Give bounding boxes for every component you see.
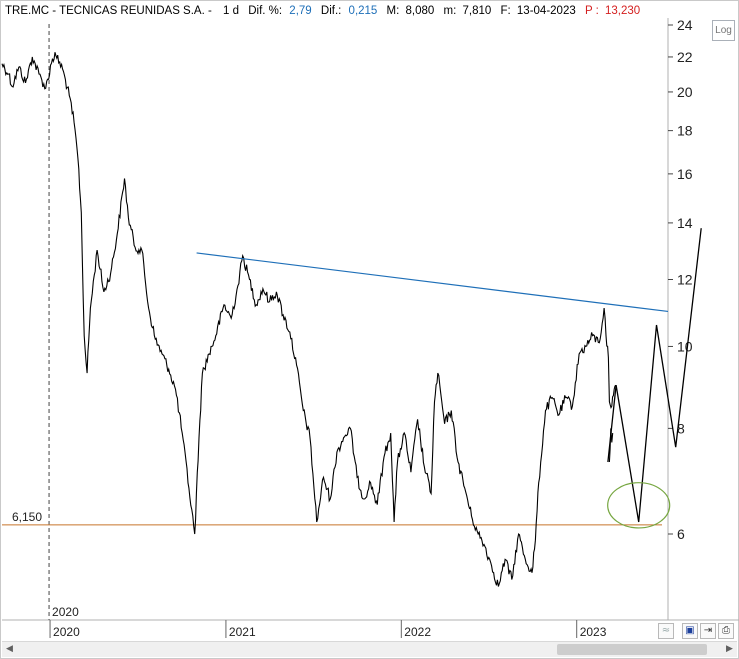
y-tick-label: 14 [677, 215, 693, 231]
x-tick-label: 2023 [580, 625, 607, 639]
header-price-label: P : [585, 5, 599, 17]
header-period: 1 d [223, 5, 239, 17]
support-level-label: 6,150 [12, 510, 42, 524]
y-tick-label: 8 [677, 420, 685, 436]
scroll-left-arrow-icon[interactable]: ◀ [6, 644, 13, 654]
header-max-label: M: [387, 5, 400, 17]
chart-type-icon[interactable]: ≈ [658, 623, 674, 639]
header-dif-label: Dif.: [321, 5, 341, 17]
x-tick-label: 2022 [404, 625, 431, 639]
chart-header: TRE.MC - TECNICAS REUNIDAS S.A. - 1 d Di… [5, 5, 640, 17]
export-icon[interactable]: ⇥ [700, 623, 716, 639]
scroll-right-arrow-icon[interactable]: ▶ [726, 644, 733, 654]
y-tick-label: 24 [677, 17, 693, 33]
resistance-trendline [196, 252, 669, 313]
price-series-group [1, 52, 617, 587]
y-tick-label: 10 [677, 338, 693, 354]
y-tick-label: 22 [677, 49, 693, 65]
header-date-label: F: [500, 5, 510, 17]
x-tick-label: 2020 [53, 625, 80, 639]
y-tick-label: 16 [677, 166, 693, 182]
y-tick-label: 18 [677, 123, 693, 139]
print-icon[interactable]: ⎙ [718, 623, 734, 639]
header-max-value: 8,080 [406, 5, 435, 17]
header-ticker: TRE.MC - TECNICAS REUNIDAS S.A. - [5, 5, 212, 17]
horizontal-scrollbar[interactable]: ◀ ▶ [2, 641, 737, 657]
header-min-value: 7,810 [462, 5, 491, 17]
y-tick-label: 12 [677, 272, 693, 288]
header-dif-pct-value: 2,79 [289, 5, 311, 17]
header-min-label: m: [444, 5, 457, 17]
y-tick-label: 6 [677, 526, 685, 542]
log-scale-toggle[interactable]: Log [712, 20, 735, 41]
header-dif-pct-label: Dif. %: [248, 5, 282, 17]
y-axis: 6 8 10 12 14 16 18 20 22 24 [668, 17, 693, 542]
scrollbar-thumb[interactable] [557, 644, 707, 655]
save-icon[interactable]: ▣ [682, 623, 698, 639]
header-price-value: 13,230 [605, 5, 640, 17]
target-zone-ellipse [607, 482, 671, 529]
x-axis: 2020 2021 2022 2023 [49, 620, 607, 639]
y-tick-label: 20 [677, 84, 693, 100]
price-series-line [608, 428, 614, 463]
cursor-date-label: 2020 [52, 605, 79, 619]
price-series-line [1, 52, 617, 587]
header-dif-value: 0,215 [349, 5, 378, 17]
header-date-value: 13-04-2023 [517, 5, 576, 17]
projection-line [607, 228, 702, 523]
x-tick-label: 2021 [229, 625, 256, 639]
